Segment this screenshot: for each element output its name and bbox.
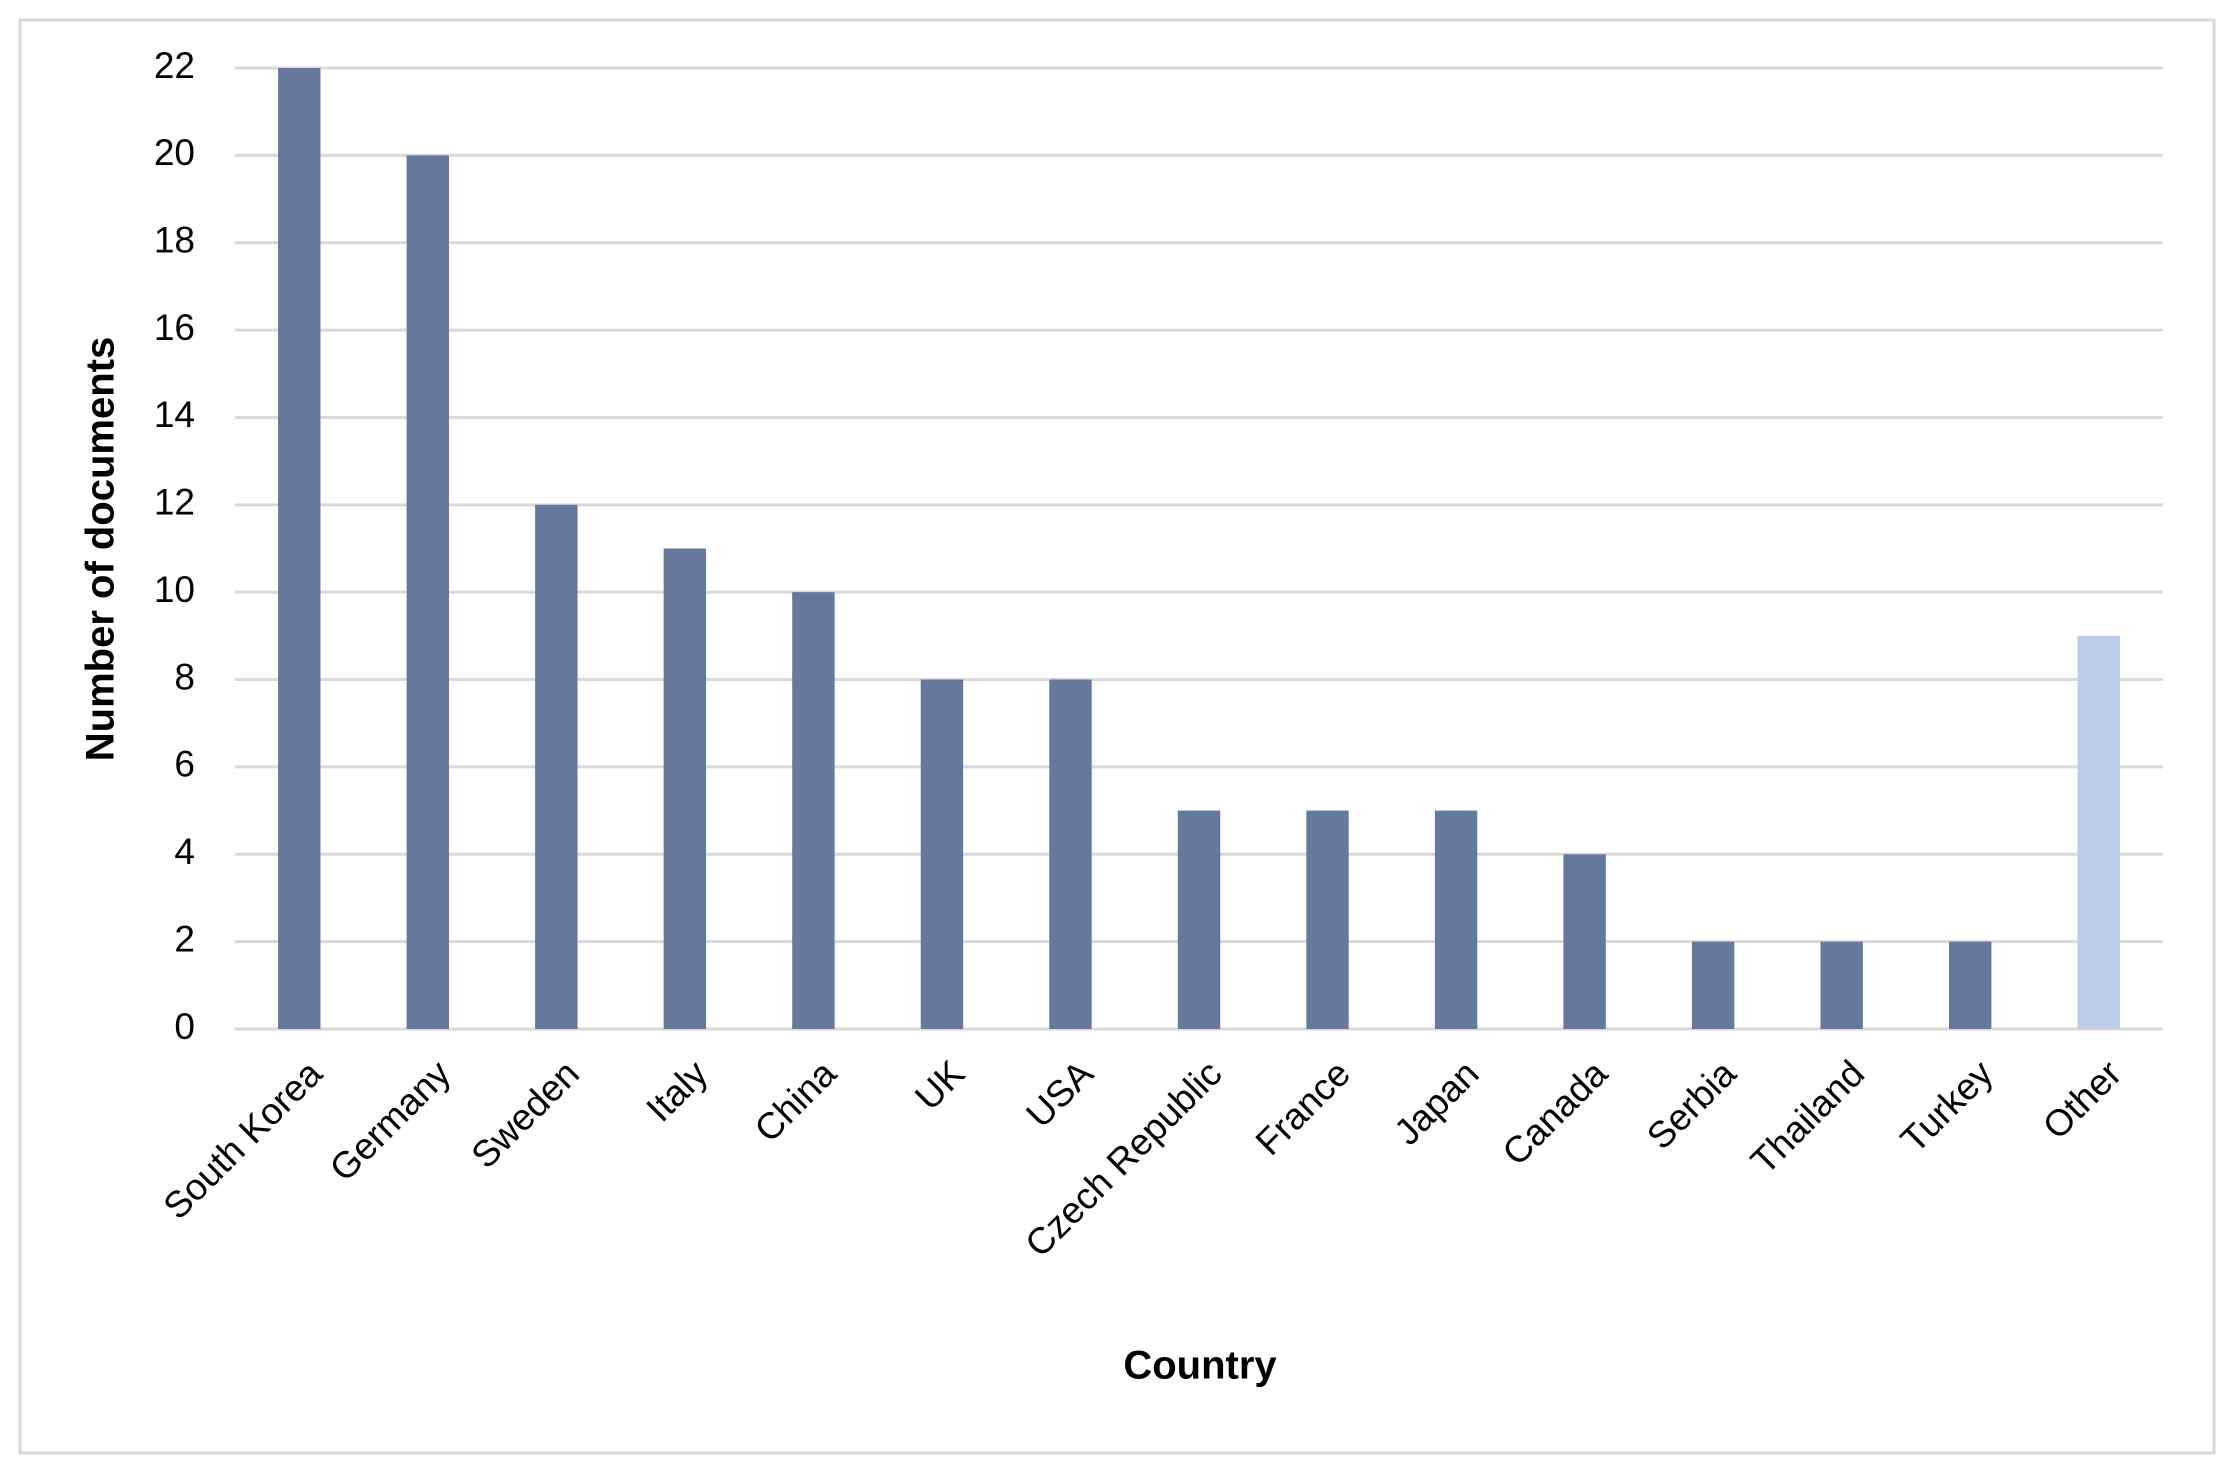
bar xyxy=(1306,810,1349,1029)
bar xyxy=(1820,941,1863,1029)
bar xyxy=(1434,810,1478,1029)
y-tick-label: 10 xyxy=(154,569,195,610)
y-tick-label: 14 xyxy=(154,394,195,435)
y-tick-label: 6 xyxy=(174,744,195,785)
x-axis-title: Country xyxy=(1123,1344,1277,1388)
y-tick-label: 2 xyxy=(174,918,195,959)
y-tick-label: 8 xyxy=(174,656,195,697)
bar xyxy=(406,155,450,1029)
bar xyxy=(792,592,835,1029)
y-tick-label: 4 xyxy=(174,831,195,872)
y-tick-label: 18 xyxy=(154,220,195,261)
bar xyxy=(278,68,321,1029)
bar xyxy=(2077,635,2120,1029)
bar xyxy=(1177,810,1221,1029)
y-axis-title: Number of documents xyxy=(79,337,123,761)
y-tick-label: 16 xyxy=(154,307,195,348)
bar xyxy=(663,548,707,1029)
y-tick-label: 12 xyxy=(154,482,195,523)
y-tick-label: 0 xyxy=(174,1006,195,1047)
bar xyxy=(1049,679,1092,1029)
bar xyxy=(1563,854,1606,1029)
y-tick-label: 20 xyxy=(154,132,195,173)
bar xyxy=(920,679,964,1029)
y-tick-label: 22 xyxy=(154,45,195,86)
bar xyxy=(1691,941,1735,1029)
bar xyxy=(535,504,578,1029)
bar xyxy=(1948,941,1992,1029)
chart-frame xyxy=(18,18,2216,1455)
